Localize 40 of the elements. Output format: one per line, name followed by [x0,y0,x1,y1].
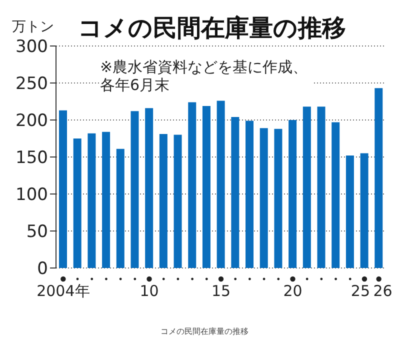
bar [102,132,110,268]
y-tick-label: 100 [16,185,48,206]
x-tick-label: 10 [140,282,159,300]
y-tick-label: 200 [16,111,48,132]
bar [59,110,67,268]
x-tick-label: 26 [373,282,392,300]
y-axis-title: 万トン [12,18,54,36]
bar [332,122,340,268]
bar [216,100,225,268]
annotation: ※農水省資料などを基に作成、各年6月末 [100,58,312,94]
bar [159,134,168,268]
x-tick-label: 15 [211,282,231,300]
y-tick-label: 50 [26,222,48,242]
y-tick-label: 150 [16,148,48,168]
bar [202,106,210,268]
bar [317,106,326,268]
bar [246,120,254,268]
bar [302,106,311,268]
bar [188,102,196,268]
bar [260,128,268,268]
y-tick-label: 250 [16,74,48,94]
bar [145,108,154,268]
bar [288,120,297,268]
y-tick-label: 300 [16,37,48,58]
x-tick-label: 20 [283,282,302,300]
x-tick-label: 25 [350,282,370,300]
bar [360,153,368,268]
chart-title: コメの民間在庫量の推移 [78,13,346,44]
bar [374,88,383,268]
bar [73,138,82,268]
bar [231,117,240,268]
y-tick-label: 0 [37,259,48,280]
bar [88,133,96,268]
bar [274,128,282,268]
bar [346,156,354,268]
bar [174,134,182,268]
text: コメの民間在庫量の推移 [160,326,250,337]
x-tick-label: 2004年 [36,282,90,300]
bar [116,148,124,268]
bar [130,111,139,268]
